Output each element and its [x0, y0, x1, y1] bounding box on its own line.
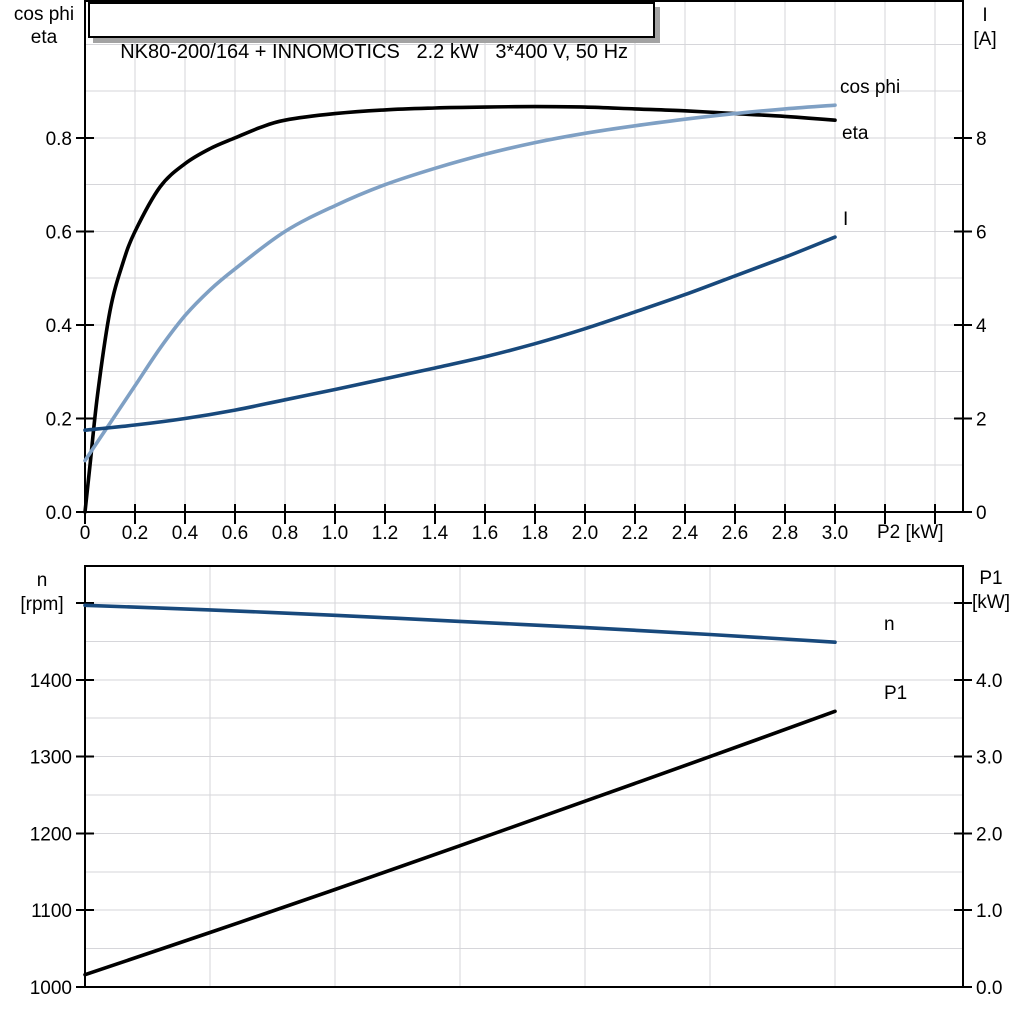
svg-text:0.2: 0.2	[46, 409, 72, 430]
top-chart: 0.0 0.2 0.4 0.6 0.8 0 2 4 6 8 0 0.2 0.4 0.6 0.8 1.0 1.2 1…	[14, 0, 997, 544]
svg-text:1.0: 1.0	[976, 901, 1002, 922]
svg-text:0: 0	[976, 503, 987, 524]
svg-text:1.0: 1.0	[322, 523, 348, 544]
top-chart-axes	[76, 0, 972, 524]
svg-text:2.8: 2.8	[772, 523, 798, 544]
svg-text:1100: 1100	[31, 901, 72, 922]
top-chart-tick-labels: 0.0 0.2 0.4 0.6 0.8 0 2 4 6 8 0 0.2 0.4 0.6 0.8 1.0 1.2 1…	[46, 129, 987, 544]
svg-text:0: 0	[80, 523, 91, 544]
top-left-axis-title-line1: cos phi	[14, 4, 74, 25]
top-right-axis-title-line2: [A]	[973, 29, 996, 50]
chart-title-box: NK80-200/164 + INNOMOTICS 2.2 kW 3*400 V…	[88, 2, 655, 63]
svg-text:2: 2	[976, 409, 987, 430]
bottom-chart: 1000 1100 1200 1300 1400 0.0 1.0 2.0 3.0 4.0 n [r…	[20, 564, 1010, 999]
top-chart-curves	[83, 103, 837, 514]
svg-text:0.2: 0.2	[122, 523, 148, 544]
bottom-left-axis-title-line1: n	[37, 570, 48, 591]
bottom-left-axis-title-line2: [rpm]	[20, 594, 63, 615]
svg-text:1000: 1000	[30, 978, 72, 999]
svg-text:4.0: 4.0	[976, 671, 1002, 692]
top-chart-grid	[85, 0, 963, 512]
svg-text:2.6: 2.6	[722, 523, 748, 544]
svg-text:2.0: 2.0	[976, 824, 1002, 845]
bottom-chart-tick-labels: 1000 1100 1200 1300 1400 0.0 1.0 2.0 3.0 4.0	[30, 671, 1003, 999]
curve-label-eta: eta	[842, 123, 869, 144]
svg-text:1.2: 1.2	[372, 523, 398, 544]
svg-text:2.0: 2.0	[572, 523, 598, 544]
svg-text:0.8: 0.8	[272, 523, 298, 544]
svg-text:2.4: 2.4	[672, 523, 699, 544]
svg-text:0.6: 0.6	[46, 222, 72, 243]
curve-label-cos-phi: cos phi	[840, 77, 900, 98]
svg-text:0.4: 0.4	[46, 316, 73, 337]
svg-text:1200: 1200	[30, 824, 72, 845]
top-right-axis-title-line1: I	[982, 5, 987, 26]
svg-text:0.8: 0.8	[46, 129, 72, 150]
svg-text:0.0: 0.0	[46, 503, 72, 524]
svg-text:1400: 1400	[30, 671, 72, 692]
chart-title: NK80-200/164 + INNOMOTICS 2.2 kW 3*400 V…	[120, 41, 629, 63]
bottom-chart-grid	[85, 565, 963, 987]
svg-text:3.0: 3.0	[822, 523, 848, 544]
top-left-axis-title-line2: eta	[31, 27, 58, 48]
svg-text:3.0: 3.0	[976, 748, 1002, 769]
svg-text:1300: 1300	[30, 748, 72, 769]
curve-label-p1: P1	[884, 683, 907, 704]
bottom-right-axis-title-line2: [kW]	[972, 592, 1010, 613]
curve-label-speed: n	[884, 614, 895, 635]
svg-text:0.4: 0.4	[172, 523, 199, 544]
curve-label-current: I	[843, 209, 848, 230]
svg-text:4: 4	[976, 316, 987, 337]
top-x-axis-title: P2 [kW]	[877, 522, 944, 543]
svg-text:6: 6	[976, 222, 987, 243]
bottom-chart-curves	[83, 603, 837, 977]
svg-text:1.4: 1.4	[422, 523, 449, 544]
svg-text:1.6: 1.6	[472, 523, 498, 544]
svg-text:1.8: 1.8	[522, 523, 548, 544]
bottom-right-axis-title-line1: P1	[979, 568, 1002, 589]
svg-text:0.0: 0.0	[976, 978, 1002, 999]
bottom-chart-axes	[76, 564, 972, 989]
svg-text:8: 8	[976, 129, 987, 150]
svg-text:2.2: 2.2	[622, 523, 648, 544]
svg-text:0.6: 0.6	[222, 523, 248, 544]
